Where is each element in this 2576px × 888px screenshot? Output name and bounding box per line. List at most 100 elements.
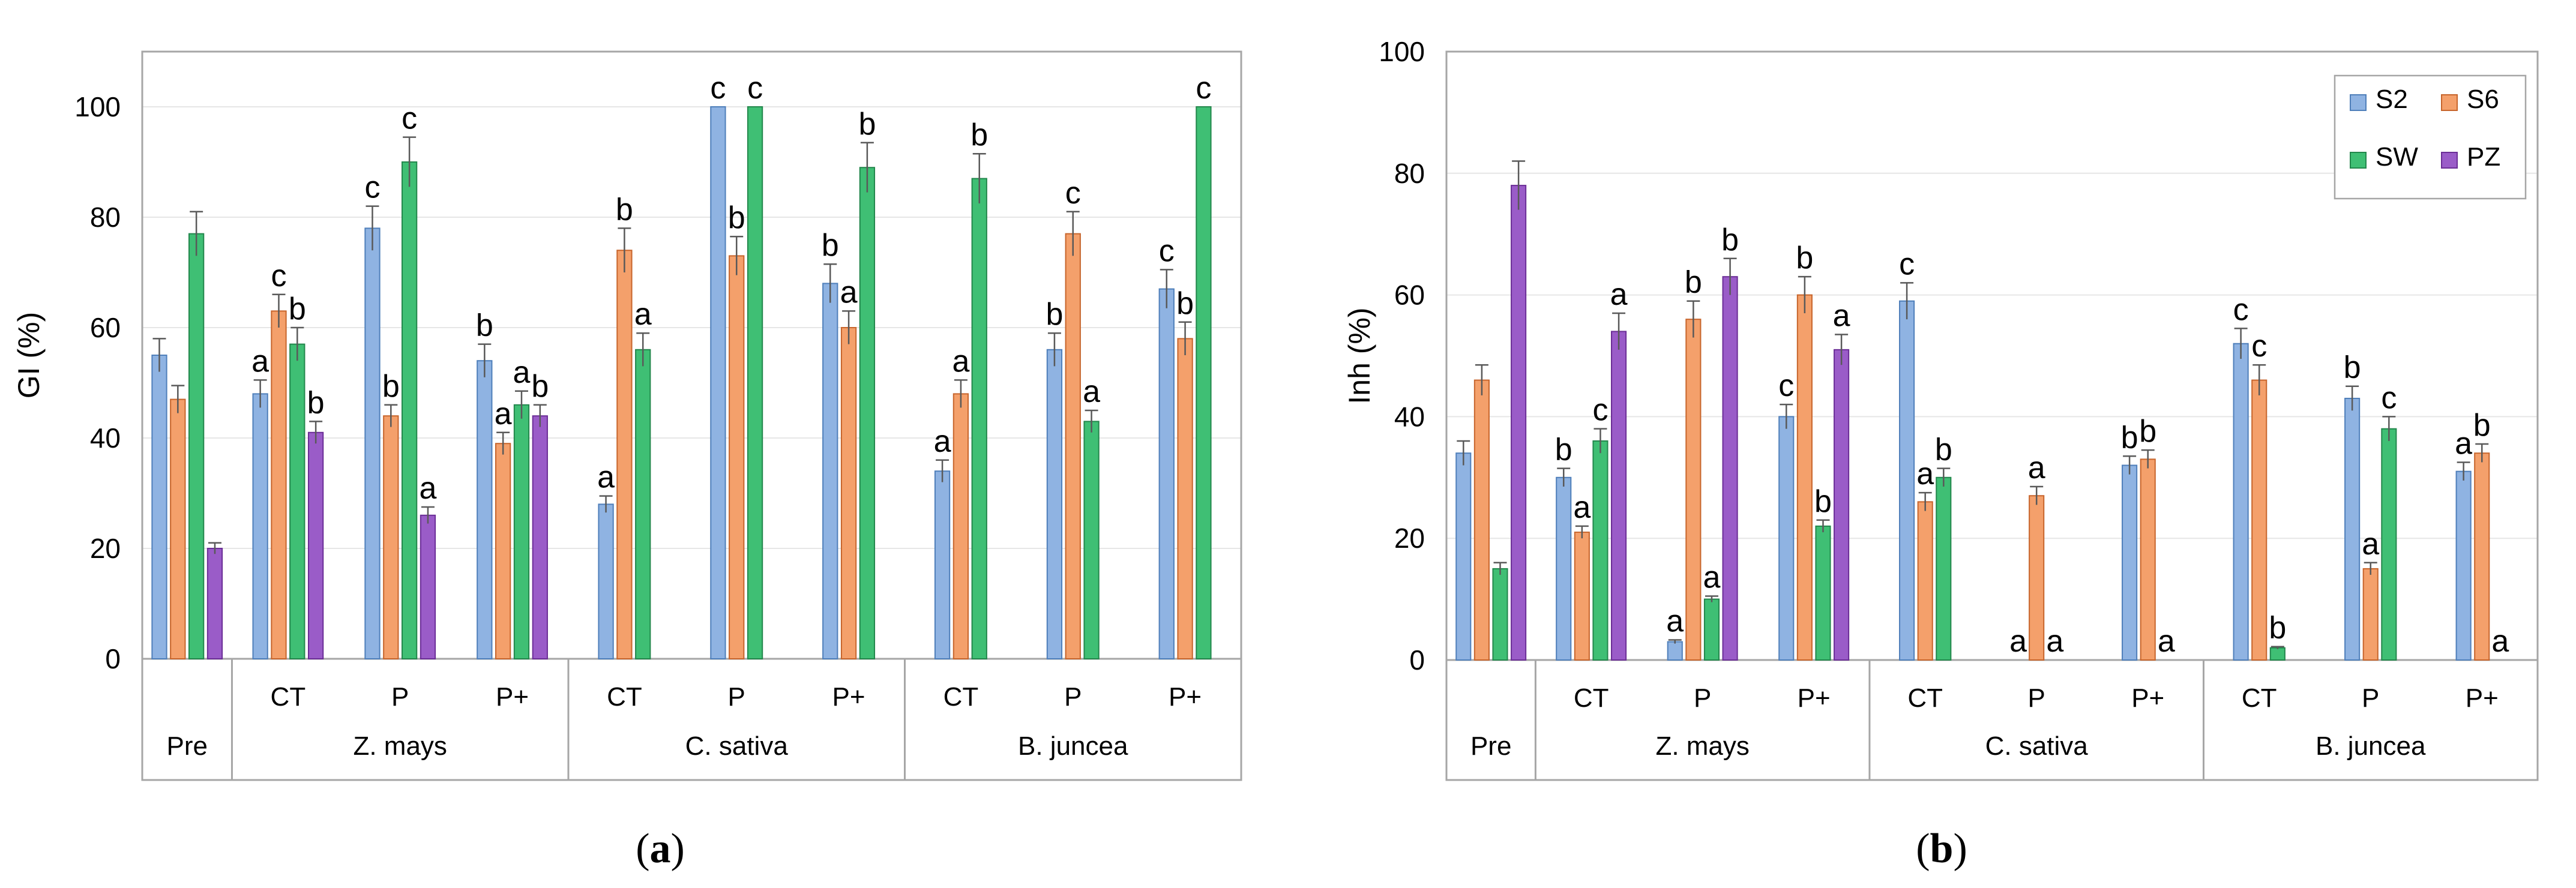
significance-letter: c — [1065, 176, 1081, 211]
y-axis-title: Inh (%) — [1343, 307, 1376, 404]
significance-letter: a — [1610, 277, 1628, 312]
y-tick-label: 20 — [1394, 523, 1425, 554]
treatment-label: P+ — [2131, 683, 2164, 713]
y-tick-label: 80 — [1394, 158, 1425, 189]
bar-s2 — [2455, 470, 2472, 661]
significance-letter: a — [1916, 457, 1934, 491]
y-tick-label: 0 — [105, 643, 121, 674]
panel-caption: (a) — [636, 826, 685, 872]
bar-pz — [206, 548, 223, 659]
significance-letter: a — [420, 471, 437, 506]
significance-letter: b — [1814, 484, 1832, 519]
significance-letter: c — [1899, 247, 1915, 281]
significance-letter: c — [2381, 380, 2397, 415]
panel-caption-letter: b — [1930, 826, 1954, 872]
group-label: Pre — [166, 731, 207, 761]
significance-letter: a — [2362, 527, 2379, 562]
significance-letter: a — [1083, 374, 1100, 409]
bar-pz — [1511, 185, 1527, 661]
bar-sw — [513, 404, 530, 659]
significance-letter: c — [1778, 368, 1794, 403]
y-tick-label: 40 — [1394, 401, 1425, 432]
bar-sw — [1492, 568, 1508, 661]
significance-letter: b — [2344, 350, 2361, 385]
significance-letter: c — [2233, 292, 2249, 327]
treatment-label: CT — [607, 682, 642, 712]
treatment-label: P+ — [832, 682, 865, 712]
significance-letter: c — [364, 170, 380, 205]
bar-s2 — [477, 360, 493, 659]
y-tick-label: 60 — [90, 312, 121, 343]
treatment-label: CT — [2242, 683, 2277, 713]
bar-pz — [420, 514, 436, 659]
legend-label-pz: PZ — [2467, 142, 2500, 172]
significance-letter: b — [1685, 265, 1702, 300]
significance-letter: a — [1703, 560, 1721, 595]
significance-letter: c — [2251, 329, 2267, 364]
y-tick-label: 40 — [90, 422, 121, 454]
bar-s2 — [1556, 476, 1572, 661]
plot-frame — [1445, 50, 2539, 781]
bar-sw — [1815, 525, 1831, 661]
legend-swatch-sw — [2350, 152, 2367, 169]
significance-letter: a — [2028, 451, 2045, 485]
significance-letter: b — [616, 192, 633, 227]
y-tick-label: 20 — [90, 533, 121, 564]
significance-letter: b — [1721, 223, 1739, 257]
y-tick-label: 80 — [90, 202, 121, 233]
bar-s2 — [1667, 641, 1683, 661]
panel-caption-close: ) — [671, 826, 685, 872]
bar-s6 — [1796, 294, 1813, 661]
bar-pz — [1722, 276, 1738, 661]
bar-s2 — [364, 227, 381, 659]
bar-s2 — [2122, 464, 2138, 661]
bar-s2 — [2344, 397, 2361, 661]
bar-sw — [401, 161, 418, 659]
bar-sw — [2269, 647, 2286, 661]
significance-letter: b — [971, 118, 988, 152]
treatment-label: P+ — [2466, 683, 2499, 713]
bar-s6 — [952, 393, 969, 660]
bar-sw — [971, 178, 987, 660]
significance-letter: c — [1159, 233, 1175, 268]
significance-letter: a — [952, 344, 969, 379]
bar-s6 — [2140, 458, 2156, 661]
bar-sw — [635, 349, 651, 659]
legend-swatch-s2 — [2350, 94, 2367, 111]
legend-box — [2334, 74, 2527, 200]
bar-s2 — [598, 503, 614, 660]
significance-letter: b — [1176, 286, 1194, 321]
bar-s6 — [271, 310, 287, 659]
significance-letter: a — [634, 297, 652, 332]
bar-pz — [1834, 349, 1850, 661]
bar-s6 — [1177, 338, 1193, 659]
significance-letter: a — [1666, 604, 1684, 639]
significance-letter: b — [289, 292, 306, 326]
bar-s2 — [1778, 416, 1795, 661]
bar-s2 — [252, 393, 268, 660]
group-label: C. sativa — [1985, 731, 2089, 761]
significance-letter: b — [1555, 433, 1572, 467]
panel-caption-close: ) — [1953, 826, 1967, 872]
bar-s6 — [1574, 532, 1590, 661]
bar-pz — [307, 431, 324, 659]
y-tick-label: 100 — [74, 91, 121, 122]
treatment-label: P+ — [1169, 682, 1202, 712]
bar-s6 — [2251, 379, 2268, 661]
significance-letter: a — [934, 424, 951, 459]
bar-s6 — [616, 250, 633, 659]
bar-s2 — [1046, 349, 1063, 659]
significance-letter: b — [1935, 433, 1952, 467]
treatment-label: P — [1064, 682, 1082, 712]
panel-caption-open: ( — [1916, 826, 1930, 872]
treatment-label: CT — [943, 682, 979, 712]
treatment-label: CT — [1574, 683, 1609, 713]
significance-letter: a — [2009, 624, 2027, 659]
bar-s2 — [1899, 300, 1915, 661]
significance-letter: a — [1833, 299, 1850, 334]
y-tick-label: 100 — [1379, 36, 1425, 67]
bar-s6 — [2474, 452, 2490, 661]
significance-letter: a — [597, 460, 615, 495]
